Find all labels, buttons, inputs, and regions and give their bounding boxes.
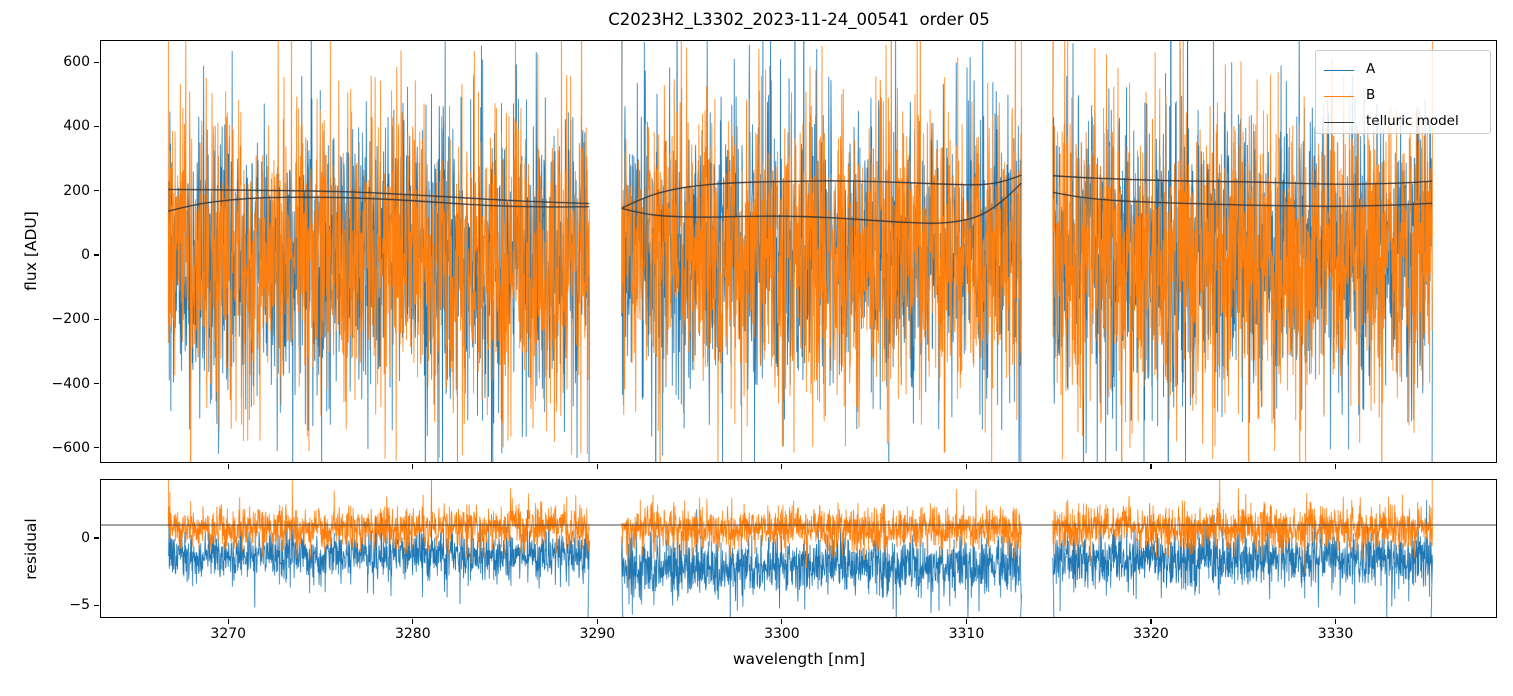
flux-y-tick-label: −200: [51, 311, 90, 328]
flux-y-tick-mark: [94, 447, 99, 449]
flux-y-tick-mark: [94, 190, 99, 192]
x-tick-mark: [1150, 619, 1152, 624]
x-tick-label: 3300: [764, 626, 800, 642]
flux-y-tick-mark: [94, 318, 99, 320]
x-tick-mark: [1334, 464, 1337, 469]
flux-y-tick-mark: [94, 125, 99, 128]
legend-entry-a: A: [1324, 57, 1490, 83]
x-tick-mark: [965, 464, 968, 469]
flux-y-tick-label: −400: [51, 375, 90, 392]
residual-y-axis-label: residual: [22, 518, 40, 580]
x-tick-label: 3280: [394, 626, 431, 642]
x-tick-mark: [596, 464, 598, 469]
residual-y-tick-label: −5: [69, 597, 90, 614]
flux-panel: [100, 40, 1497, 463]
flux-y-tick-label: 0: [81, 247, 90, 264]
flux-plot-canvas: [101, 41, 1496, 462]
flux-y-tick-label: 200: [63, 182, 90, 199]
x-tick-mark: [1150, 464, 1152, 469]
x-tick-mark: [596, 619, 598, 624]
legend-label-b: B: [1366, 87, 1376, 104]
x-tick-label: 3330: [1317, 626, 1354, 642]
legend-entry-telluric: telluric model: [1324, 109, 1490, 135]
x-tick-mark: [227, 464, 229, 469]
residual-y-tick-mark: [94, 604, 99, 606]
x-tick-label: 3270: [210, 626, 247, 642]
flux-y-tick-mark: [94, 254, 99, 256]
flux-y-tick-label: −600: [51, 439, 90, 456]
residual-plot-canvas: [101, 480, 1496, 617]
x-axis-label: wavelength [nm]: [732, 650, 866, 668]
x-tick-mark: [412, 464, 414, 469]
residual-panel: [100, 479, 1497, 618]
legend-label-telluric: telluric model: [1366, 113, 1459, 130]
x-tick-mark: [781, 464, 783, 469]
flux-y-axis-label: flux [ADU]: [22, 211, 40, 291]
x-tick-label: 3320: [1133, 626, 1169, 642]
legend-label-a: A: [1366, 61, 1376, 78]
flux-y-tick-label: 400: [63, 118, 90, 135]
x-tick-mark: [781, 619, 783, 624]
legend-line-sample-telluric-icon: [1324, 121, 1354, 123]
x-tick-mark: [965, 619, 968, 624]
plot-title: C2023H2_L3302_2023-11-24_00541 order 05: [608, 10, 990, 29]
legend-entry-b: B: [1324, 83, 1490, 109]
flux-y-tick-mark: [94, 383, 99, 385]
flux-y-tick-label: 600: [63, 54, 90, 71]
legend-line-sample-b-icon: [1324, 95, 1354, 97]
legend: A B telluric model: [1315, 50, 1491, 134]
x-tick-mark: [412, 619, 414, 624]
residual-y-tick-mark: [94, 537, 99, 539]
x-tick-mark: [227, 619, 229, 624]
legend-line-sample-a-icon: [1324, 69, 1354, 71]
x-tick-label: 3310: [948, 626, 985, 642]
residual-y-tick-label: 0: [81, 530, 90, 547]
flux-y-tick-mark: [94, 61, 99, 63]
x-tick-mark: [1334, 619, 1337, 624]
x-tick-label: 3290: [579, 626, 616, 642]
